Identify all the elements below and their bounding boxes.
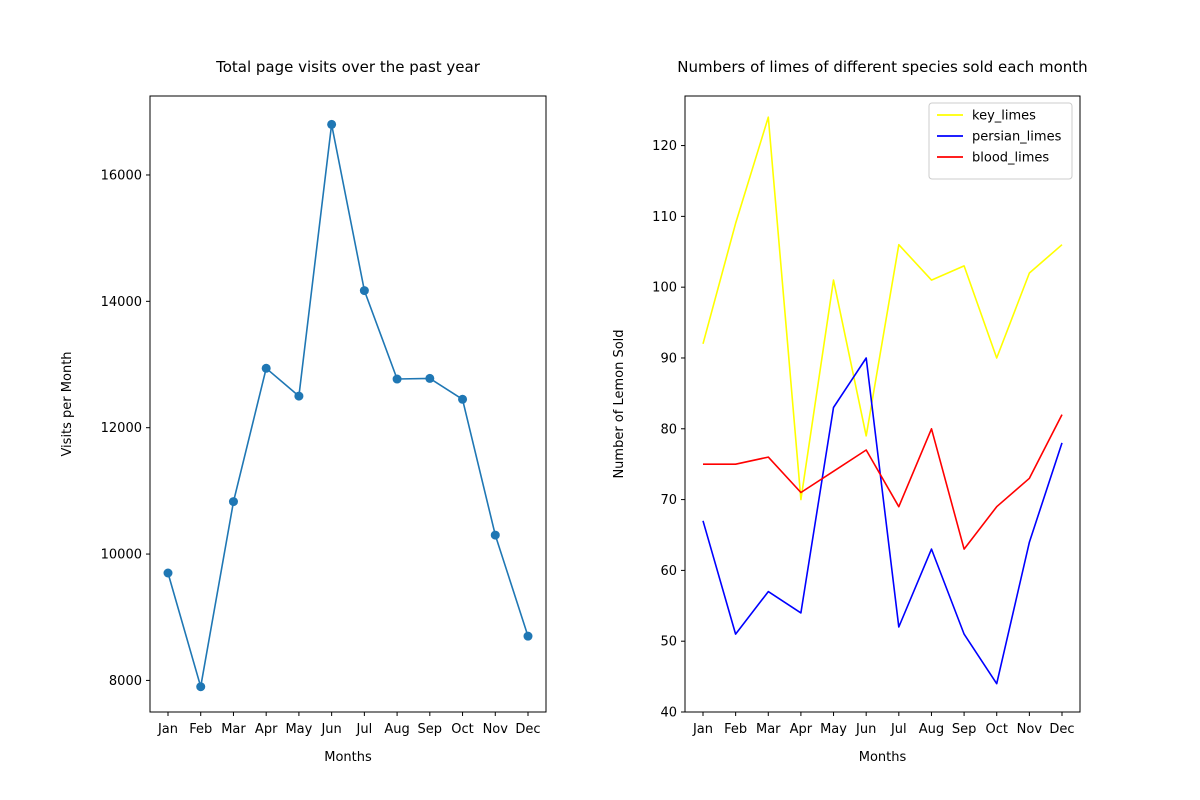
legend-label: blood_limes xyxy=(972,151,1049,166)
y-tick-label: 8000 xyxy=(109,674,142,689)
x-tick-label: Nov xyxy=(1017,722,1043,737)
x-tick-label: Oct xyxy=(451,722,473,737)
legend-box xyxy=(928,102,1073,180)
y-tick-label: 120 xyxy=(652,139,677,154)
x-tick-label: Feb xyxy=(189,722,212,737)
x-tick-label: May xyxy=(820,722,847,737)
legend: key_limes persian_limes blood_limes xyxy=(928,102,1073,180)
y-tick-label: 110 xyxy=(652,210,677,225)
x-tick-label: Mar xyxy=(221,722,246,737)
data-point xyxy=(458,394,468,404)
y-tick-label: 50 xyxy=(660,635,677,650)
x-tick-label: Jan xyxy=(157,722,178,737)
x-tick-label: Apr xyxy=(790,722,813,737)
x-tick-label: Jun xyxy=(855,722,876,737)
x-tick-label: Dec xyxy=(515,722,540,737)
visits-series-line xyxy=(167,123,529,688)
data-point xyxy=(196,682,206,692)
data-point xyxy=(261,363,271,373)
y-tick-label: 16000 xyxy=(101,168,142,183)
y-tick-label: 90 xyxy=(660,351,677,366)
x-axis-label: Months xyxy=(324,750,372,765)
data-point xyxy=(490,530,500,540)
data-point xyxy=(327,119,337,129)
x-tick-label: Apr xyxy=(255,722,278,737)
data-point xyxy=(359,286,369,296)
x-axis-label: Months xyxy=(859,750,907,765)
x-tick-label: Feb xyxy=(724,722,747,737)
y-tick-label: 40 xyxy=(660,706,677,721)
x-tick-label: Jun xyxy=(320,722,341,737)
lime-sales-chart: Numbers of limes of different species so… xyxy=(612,58,1088,765)
y-axis-label: Number of Lemon Sold xyxy=(612,329,627,478)
data-point xyxy=(228,497,238,507)
axes-frame xyxy=(149,95,547,713)
x-tick-label: Aug xyxy=(384,722,409,737)
y-tick-label: 60 xyxy=(660,564,677,579)
axes-frame xyxy=(684,95,1081,713)
data-point xyxy=(294,391,304,401)
x-tick-label: Jul xyxy=(890,722,907,737)
chart-title: Numbers of limes of different species so… xyxy=(677,58,1087,76)
x-tick-label: May xyxy=(285,722,312,737)
key-limes-series-line xyxy=(702,116,1063,501)
data-point xyxy=(163,568,173,578)
legend-label: persian_limes xyxy=(972,130,1062,145)
y-tick-label: 14000 xyxy=(101,295,142,310)
legend-label: key_limes xyxy=(972,109,1036,124)
chart-title: Total page visits over the past year xyxy=(215,58,481,76)
y-tick-label: 100 xyxy=(652,281,677,296)
x-tick-label: Mar xyxy=(756,722,781,737)
y-tick-label: 10000 xyxy=(101,548,142,563)
data-point xyxy=(392,374,402,384)
x-tick-label: Jan xyxy=(692,722,713,737)
x-tick-label: Sep xyxy=(952,722,977,737)
persian-limes-series-line xyxy=(702,357,1063,685)
x-tick-label: Oct xyxy=(985,722,1007,737)
blood-limes-series-line xyxy=(703,414,1063,550)
y-tick-label: 80 xyxy=(660,422,677,437)
data-point xyxy=(523,631,533,641)
y-tick-label: 70 xyxy=(660,493,677,508)
y-tick-label: 12000 xyxy=(101,421,142,436)
y-axis-label: Visits per Month xyxy=(60,351,75,456)
x-tick-label: Aug xyxy=(919,722,944,737)
x-tick-label: Sep xyxy=(418,722,443,737)
x-tick-label: Jul xyxy=(356,722,373,737)
x-tick-label: Nov xyxy=(483,722,509,737)
page-visits-chart: Total page visits over the past year Jan F… xyxy=(60,58,547,765)
x-tick-label: Dec xyxy=(1049,722,1074,737)
data-point xyxy=(425,373,435,383)
